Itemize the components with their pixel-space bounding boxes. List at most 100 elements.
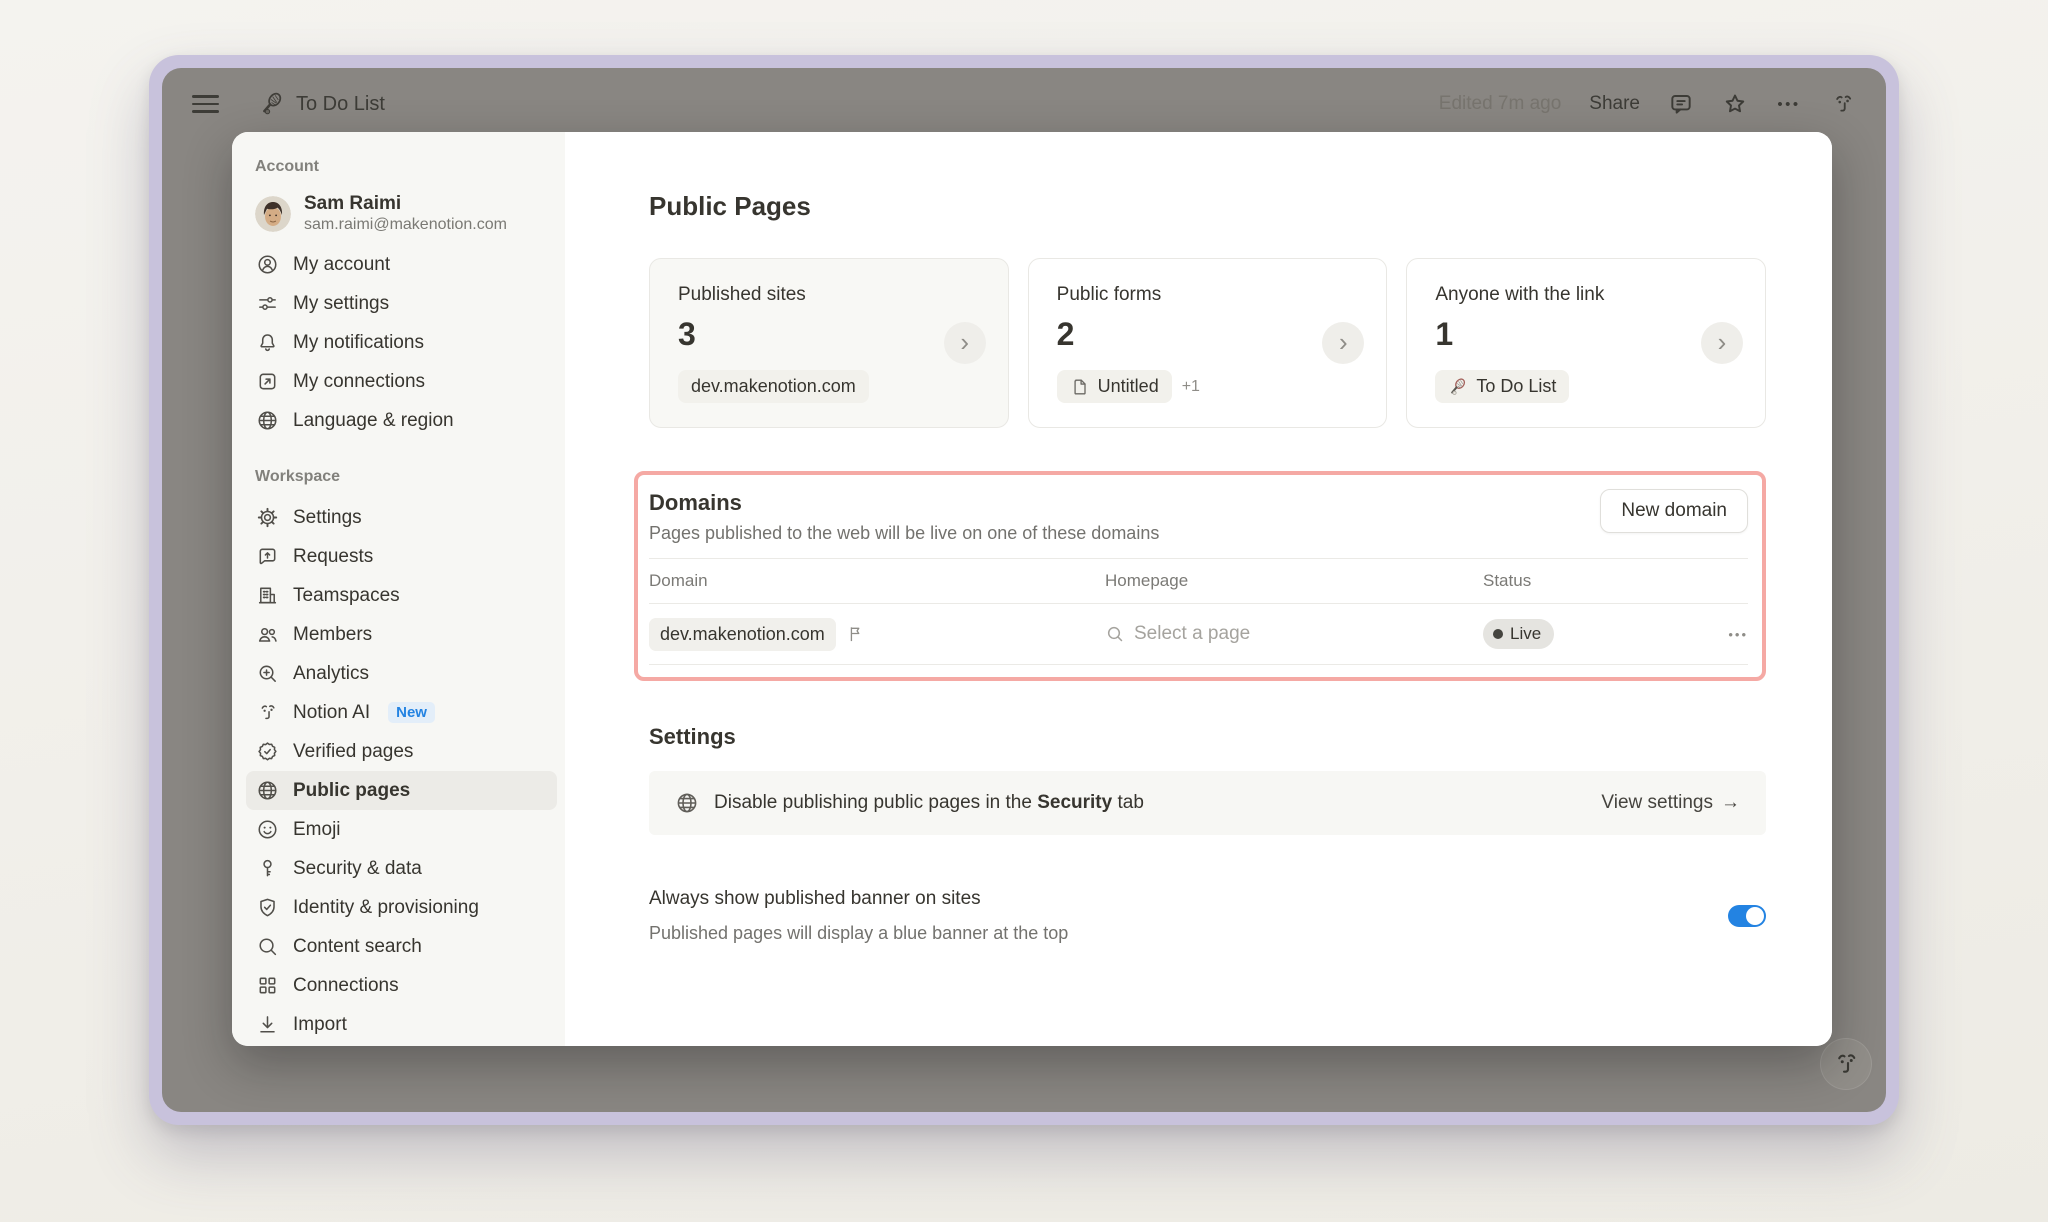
ellipsis-icon[interactable]: ••• [1777, 95, 1801, 113]
card-value: 1 [1435, 316, 1454, 352]
people-icon [255, 623, 279, 647]
chip-overflow-count: +1 [1181, 377, 1200, 395]
notion-ai-fab-button[interactable] [1820, 1038, 1872, 1090]
card-value: 2 [1056, 316, 1075, 352]
card-public-forms[interactable]: Public forms 2 Untitled +1 › [1027, 258, 1388, 428]
sidebar-menu-icon[interactable] [192, 95, 219, 113]
sidebar-item-import[interactable]: Import [246, 1005, 557, 1044]
account-user[interactable]: Sam Raimi sam.raimi@makenotion.com [246, 192, 557, 235]
document-icon [1070, 377, 1090, 397]
account-section-title: Account [255, 158, 319, 175]
card-label: Anyone with the link [1435, 284, 1605, 305]
sidebar-item-security-data[interactable]: Security & data [246, 849, 557, 888]
public-pages-panel: Public Pages Published sites 3 dev.makenot… [565, 132, 1832, 1046]
column-status: Status [1483, 571, 1532, 590]
notion-ai-icon [255, 701, 279, 725]
chevron-right-icon[interactable]: › [1701, 322, 1744, 364]
sidebar-item-my-settings[interactable]: My settings [246, 284, 557, 323]
sidebar-item-verified-pages[interactable]: Verified pages [246, 732, 557, 771]
status-badge[interactable]: Live [1483, 619, 1555, 649]
sidebar-item-my-connections[interactable]: My connections [246, 362, 557, 401]
search-icon [1105, 624, 1125, 644]
tennis-racket-icon [1448, 377, 1468, 397]
sidebar-item-settings[interactable]: Settings [246, 498, 557, 537]
flag-icon[interactable] [846, 624, 866, 644]
card-chip[interactable]: Untitled [1056, 370, 1172, 403]
banner-toggle-description: Published pages will display a blue bann… [649, 923, 1069, 943]
share-button[interactable]: Share [1589, 93, 1640, 114]
sidebar-item-teamspaces[interactable]: Teamspaces [246, 576, 557, 615]
sidebar-item-label: Analytics [293, 662, 370, 684]
row-actions-ellipsis-icon[interactable]: ••• [1728, 626, 1748, 642]
building-icon [255, 584, 279, 608]
published-banner-toggle[interactable] [1728, 904, 1766, 927]
select-a-page-field[interactable]: Select a page [1105, 623, 1483, 645]
sidebar-item-label: My connections [293, 370, 426, 392]
domain-table-row: dev.makenotion.com Select a page Live [649, 604, 1748, 665]
person-circle-icon [255, 253, 279, 277]
view-settings-link[interactable]: View settings → [1601, 792, 1740, 813]
domain-chip[interactable]: dev.makenotion.com [649, 617, 836, 651]
globe-icon [255, 779, 279, 803]
sidebar-item-connections[interactable]: Connections [246, 966, 557, 1005]
public-pages-cards: Published sites 3 dev.makenotion.com › Publi… [649, 258, 1767, 428]
sidebar-item-my-account[interactable]: My account [246, 245, 557, 284]
sidebar-item-my-notifications[interactable]: My notifications [246, 323, 557, 362]
sidebar-item-identity-provisioning[interactable]: Identity & provisioning [246, 888, 557, 927]
sidebar-item-label: Public pages [293, 779, 411, 801]
workspace-nav: Settings Requests Teamspaces Members Analyti… [246, 498, 557, 1044]
edited-timestamp: Edited 7m ago [1438, 93, 1562, 114]
notion-topbar: To Do List Edited 7m ago Share ••• [162, 68, 1886, 140]
select-a-page-placeholder: Select a page [1134, 623, 1251, 644]
domains-description: Pages published to the web will be live … [649, 523, 1160, 543]
domains-section-highlighted: Domains Pages published to the web will … [634, 471, 1766, 681]
sidebar-item-public-pages[interactable]: Public pages [246, 771, 557, 810]
sidebar-item-notion-ai[interactable]: Notion AI New [246, 693, 557, 732]
card-value: 3 [678, 316, 696, 352]
chevron-right-icon[interactable]: › [943, 322, 986, 364]
sidebar-item-label: Requests [293, 545, 374, 567]
sidebar-item-label: Import [293, 1013, 347, 1035]
breadcrumb[interactable]: To Do List [259, 91, 385, 117]
user-name: Sam Raimi [304, 193, 402, 214]
sidebar-item-analytics[interactable]: Analytics [246, 654, 557, 693]
star-icon[interactable] [1722, 91, 1748, 117]
settings-sidebar: Account Sam Raimi sam.raimi@makenotion.c… [232, 132, 565, 1046]
arrow-out-box-icon [255, 370, 279, 394]
sidebar-item-content-search[interactable]: Content search [246, 927, 557, 966]
sidebar-item-label: Members [293, 623, 373, 645]
grid-icon [255, 974, 279, 998]
domains-table-header: Domain Homepage Status [649, 558, 1748, 604]
page-title[interactable]: To Do List [296, 92, 385, 115]
arrow-right-icon: → [1721, 792, 1740, 813]
card-label: Public forms [1056, 284, 1162, 305]
sidebar-item-emoji[interactable]: Emoji [246, 810, 557, 849]
panel-title: Public Pages [649, 191, 811, 221]
new-badge: New [388, 702, 435, 723]
request-bubble-icon [255, 545, 279, 569]
app-window: To Do List Edited 7m ago Share ••• Accou… [149, 55, 1899, 1125]
avatar [255, 195, 291, 232]
card-anyone-with-the-link[interactable]: Anyone with the link 1 To Do List › [1406, 258, 1767, 428]
account-nav: My account My settings My notifications My … [246, 245, 557, 440]
globe-icon [255, 409, 279, 433]
sidebar-item-requests[interactable]: Requests [246, 537, 557, 576]
sidebar-item-language-region[interactable]: Language & region [246, 401, 557, 440]
notion-ai-icon[interactable] [1830, 91, 1856, 117]
settings-section-title: Settings [649, 724, 736, 749]
card-published-sites[interactable]: Published sites 3 dev.makenotion.com › [649, 258, 1009, 428]
comment-icon[interactable] [1668, 91, 1694, 117]
sidebar-item-members[interactable]: Members [246, 615, 557, 654]
sidebar-item-label: Language & region [293, 409, 454, 431]
sidebar-item-label: Verified pages [293, 740, 414, 762]
key-icon [255, 857, 279, 881]
new-domain-button[interactable]: New domain [1600, 489, 1748, 533]
security-note-panel: Disable publishing public pages in the S… [649, 771, 1766, 835]
card-chip[interactable]: To Do List [1435, 370, 1570, 403]
card-chip[interactable]: dev.makenotion.com [678, 370, 869, 403]
chevron-right-icon[interactable]: › [1322, 322, 1365, 364]
sidebar-item-label: Emoji [293, 818, 341, 840]
sidebar-item-label: Settings [293, 506, 362, 528]
seal-check-icon [255, 740, 279, 764]
